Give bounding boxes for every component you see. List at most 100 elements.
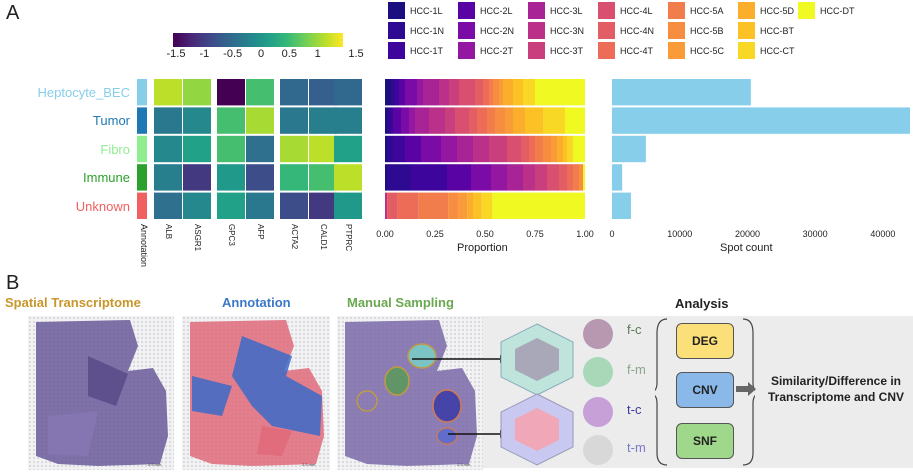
proportion-segment-hcc-1l [385,164,387,191]
tumor-hex-sample [500,393,574,466]
heatmap-cell [280,107,308,134]
legend-swatch [798,2,815,19]
proportion-segment-hcc-2t [441,135,457,163]
proportion-segment-hcc-2l [405,135,421,163]
legend-item-hcc-5c: HCC-5C [668,42,724,59]
heatmap-cell [217,107,245,134]
spot-count-bar-fibro [612,135,646,163]
spot-count-bar-immune [612,164,623,191]
proportion-segment-hcc-4l [547,164,559,191]
legend-item-hcc-bt: HCC-BT [738,22,794,39]
annotation-tissue-image: 2.5 mm [182,316,330,470]
heatmap-cell [183,79,211,106]
heatmap-cell [154,192,182,219]
proportion-segment-hcc-3t [445,107,455,134]
heatmap-cell [334,107,362,134]
proportion-segment-hcc-5c [505,107,513,134]
legend-swatch [528,42,545,59]
sampling-arrows [412,355,508,438]
heatmap-colorbar [173,33,343,47]
row-label-unknown: Unknown [75,198,130,214]
heatmap-cell [334,79,362,106]
legend-item-hcc-1t: HCC-1T [388,42,443,59]
result-line-2: Transcriptome and CNV [767,390,905,404]
legend-swatch [668,2,685,19]
scale-label-1: 2.5 mm [148,462,162,467]
heatmap-cell [309,79,337,106]
proportion-segment-hcc-bt [563,135,567,163]
legend-label: HCC-4L [620,5,653,16]
heatmap-cell [217,79,245,106]
gene-label-gpc3: GPC3 [227,224,236,246]
legend-label: HCC-5C [690,45,725,56]
heatmap-cell [154,79,182,106]
heatmap-cell [246,164,274,191]
legend-swatch [738,2,755,19]
proportion-segment-hcc-3l [457,135,473,163]
legend-label: HCC-2L [480,5,513,16]
proportion-segment-hcc-5a [418,192,449,219]
proportion-segment-hcc-5d [503,79,513,106]
proportion-segment-hcc-5d [513,107,525,134]
proportion-segment-hcc-4n [521,135,529,163]
proportion-segment-hcc-4n [559,164,567,191]
legend-swatch [738,22,755,39]
proportion-segment-hcc-1t [393,135,405,163]
proportion-tick: 0.00 [376,229,394,239]
legend-label: HCC-3N [550,25,585,36]
proportion-segment-hcc-3n [523,164,535,191]
heatmap-cell [334,192,362,219]
legend-swatch [388,22,405,39]
legend-label: HCC-1T [410,45,443,56]
heatmap-cell [246,107,274,134]
heatmap-cell [183,107,211,134]
spot-count-tick: 0 [609,229,615,239]
spatial-transcriptome-title: Spatial Transcriptome [5,295,141,310]
proportion-segment-hcc-3t [449,79,459,106]
spatial-tissue-image: 2.5 mm [28,316,174,470]
legend-label: HCC-3T [550,45,583,56]
legend-label: HCC-1L [410,5,443,16]
proportion-segment-hcc-5b [493,79,499,106]
colorbar-tick: -1 [199,48,210,60]
proportion-segment-hcc-1l [385,79,391,106]
proportion-segment-hcc-1n [387,164,411,191]
heatmap-cell [217,135,245,163]
proportion-segment-hcc-dt [535,79,585,106]
legend-swatch [598,22,615,39]
proportion-segment-hcc-4l [507,135,521,163]
gene-label-cald1: CALD1 [319,224,328,250]
heatmap [137,79,362,219]
scale-label-3: 2.5 mm [457,462,471,467]
legend-label: HCC-4T [620,45,653,56]
legend-item-hcc-4l: HCC-4L [598,2,653,19]
proportion-segment-hcc-dt [583,164,585,191]
sample-label-t-c: t-c [627,402,642,417]
proportion-segment-hcc-2t [491,164,507,191]
proportion-segment-hcc-1t [411,164,447,191]
legend-item-hcc-3t: HCC-3T [528,42,583,59]
legend-item-hcc-3l: HCC-3L [528,2,583,19]
legend-swatch [388,2,405,19]
proportion-tick: 0.25 [426,229,444,239]
proportion-segment-hcc-5b [495,107,505,134]
proportion-segment-hcc-5b [543,135,551,163]
legend-item-hcc-dt: HCC-DT [798,2,855,19]
proportion-segment-hcc-4t [477,107,487,134]
legend-swatch [458,2,475,19]
legend-item-hcc-ct: HCC-CT [738,42,795,59]
gene-label-acta2: ACTA2 [290,224,299,250]
annotation-cell [137,192,147,219]
heatmap-cell [217,164,245,191]
proportion-tick: 0.75 [526,229,544,239]
spot-count-tick: 40000 [870,229,896,239]
proportion-segment-hcc-2t [417,79,423,106]
legend-item-hcc-1l: HCC-1L [388,2,443,19]
heatmap-cell [280,164,308,191]
proportion-segment-hcc-4t [529,135,535,163]
legend-item-hcc-2n: HCC-2N [458,22,514,39]
proportion-segment-hcc-4l [459,79,475,106]
proportion-segment-hcc-4t [483,79,489,106]
legend-item-hcc-4t: HCC-4T [598,42,653,59]
legend-swatch [458,22,475,39]
